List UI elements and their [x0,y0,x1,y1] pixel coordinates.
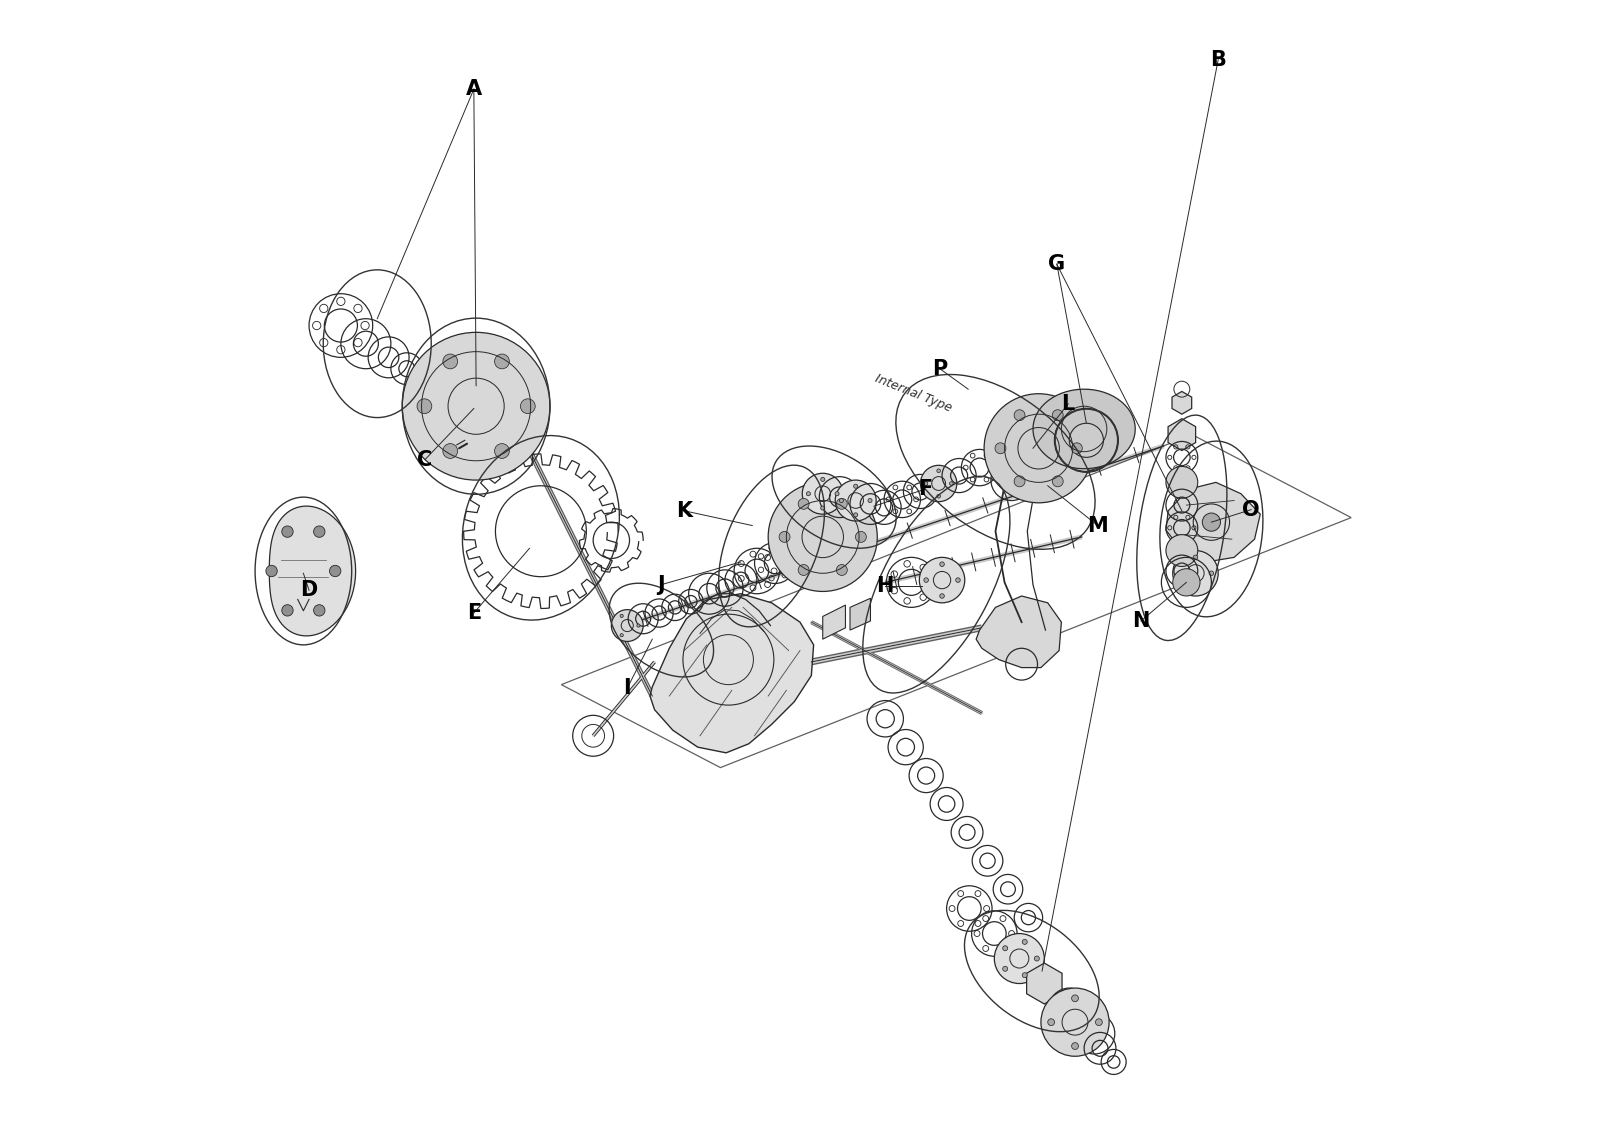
Circle shape [1166,466,1198,498]
Circle shape [1072,443,1082,453]
Circle shape [1096,1019,1102,1026]
Text: P: P [933,359,947,379]
Circle shape [330,565,341,577]
Circle shape [1022,940,1027,944]
Circle shape [1166,534,1198,566]
Polygon shape [1168,419,1195,451]
Circle shape [938,494,941,498]
Text: L: L [1061,394,1075,413]
Circle shape [1022,973,1027,978]
Circle shape [949,482,954,485]
Circle shape [925,482,928,485]
Circle shape [266,565,277,577]
Circle shape [768,482,877,592]
Text: G: G [1048,255,1066,274]
Circle shape [282,604,293,616]
Circle shape [867,499,872,502]
Circle shape [314,526,325,538]
Circle shape [939,594,944,598]
Circle shape [443,354,458,369]
Text: N: N [1133,611,1150,632]
Circle shape [1042,988,1109,1056]
Circle shape [494,443,509,458]
Circle shape [494,354,509,369]
Circle shape [1014,410,1026,420]
Circle shape [1210,571,1214,576]
Circle shape [835,480,877,521]
Text: A: A [466,79,482,99]
Circle shape [1069,424,1104,457]
Circle shape [802,473,843,514]
Text: E: E [467,603,482,624]
Circle shape [835,492,838,496]
Circle shape [821,506,824,510]
Circle shape [939,562,944,566]
Circle shape [995,443,1006,453]
Text: Internal Type: Internal Type [874,372,954,415]
Circle shape [854,513,858,517]
Circle shape [637,624,640,627]
Polygon shape [822,605,845,640]
Text: F: F [918,480,933,499]
Polygon shape [1027,963,1062,1004]
Circle shape [314,604,325,616]
Polygon shape [1173,392,1192,415]
Circle shape [1072,995,1078,1002]
Polygon shape [650,594,814,753]
Circle shape [920,465,957,501]
Circle shape [923,578,928,582]
Circle shape [1003,966,1008,972]
Circle shape [798,498,810,509]
Circle shape [920,557,965,603]
Text: H: H [877,576,894,596]
Text: C: C [418,450,432,469]
Polygon shape [269,506,355,636]
Circle shape [798,564,810,576]
Text: O: O [1242,500,1259,520]
Circle shape [520,399,536,413]
Text: D: D [301,580,318,601]
Circle shape [994,933,1045,983]
Circle shape [821,477,824,482]
Circle shape [1014,476,1026,486]
Polygon shape [976,596,1061,668]
Circle shape [840,499,843,502]
Circle shape [837,498,848,509]
Circle shape [1202,513,1221,531]
Text: J: J [658,574,666,595]
Circle shape [402,332,550,480]
Circle shape [1194,555,1198,560]
Circle shape [418,399,432,413]
Circle shape [1072,1043,1078,1049]
Circle shape [1003,946,1008,951]
Circle shape [1048,1019,1054,1026]
Polygon shape [1166,482,1261,562]
Circle shape [611,610,643,642]
Circle shape [1034,956,1040,962]
Circle shape [779,531,790,542]
Circle shape [443,443,458,458]
Circle shape [1053,476,1064,486]
Circle shape [1178,571,1182,576]
Polygon shape [850,598,870,630]
Circle shape [854,484,858,489]
Circle shape [837,564,848,576]
Text: M: M [1088,515,1109,536]
Circle shape [1173,550,1218,596]
Circle shape [806,492,811,496]
Circle shape [1053,410,1064,420]
Polygon shape [1034,389,1136,468]
Text: I: I [624,678,630,698]
Circle shape [621,634,624,637]
Circle shape [1194,587,1198,592]
Circle shape [938,469,941,473]
Circle shape [1173,569,1200,596]
Circle shape [282,526,293,538]
Circle shape [955,578,960,582]
Circle shape [856,531,866,542]
Text: K: K [677,501,693,521]
Circle shape [984,394,1093,502]
Circle shape [621,614,624,618]
Text: B: B [1210,49,1226,70]
